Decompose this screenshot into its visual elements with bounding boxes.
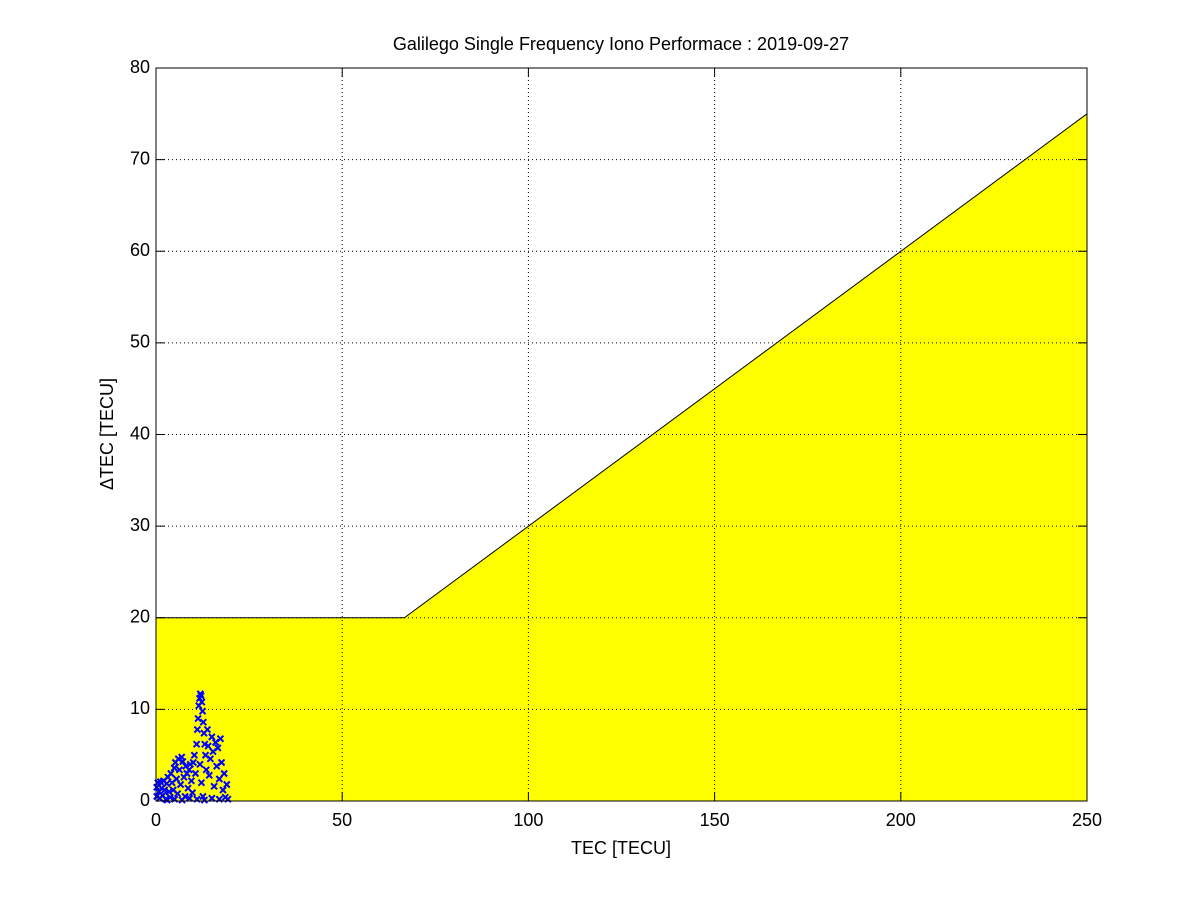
data-point — [189, 758, 197, 767]
x-tick-label: 200 — [886, 810, 916, 830]
data-point — [191, 769, 200, 778]
area-fill — [156, 113, 1087, 801]
data-point — [163, 796, 171, 804]
data-point — [215, 775, 224, 783]
data-point — [217, 758, 226, 767]
y-tick-label: 0 — [140, 790, 150, 810]
y-tick-label: 30 — [130, 515, 150, 535]
y-tick-label: 10 — [130, 698, 150, 718]
data-point — [187, 777, 196, 785]
data-point — [199, 718, 208, 726]
data-point — [165, 788, 173, 796]
data-point — [204, 742, 212, 750]
data-point — [170, 764, 178, 772]
data-point — [210, 782, 218, 791]
plot-frame — [155, 67, 1088, 802]
data-point — [196, 760, 204, 769]
data-point — [214, 744, 222, 752]
data-point — [193, 725, 202, 734]
data-point — [203, 725, 212, 734]
data-point — [223, 780, 231, 789]
data-point — [163, 779, 171, 788]
data-point — [194, 714, 202, 723]
data-point — [192, 740, 201, 748]
data-point — [173, 789, 182, 798]
data-point — [197, 691, 205, 700]
data-point — [216, 734, 225, 743]
data-point — [208, 794, 216, 802]
data-point — [175, 766, 184, 774]
data-point — [167, 769, 175, 778]
data-point — [179, 757, 187, 766]
data-point — [205, 771, 213, 780]
y-tick-label: 20 — [130, 607, 150, 627]
data-point — [178, 796, 186, 804]
chart-title: Galilego Single Frequency Iono Performac… — [393, 34, 849, 54]
data-point — [198, 698, 206, 706]
data-point — [185, 766, 193, 774]
data-point — [188, 789, 197, 797]
y-tick-label: 40 — [130, 423, 150, 443]
x-tick-label: 100 — [513, 810, 543, 830]
data-point — [219, 786, 227, 794]
data-point — [220, 769, 228, 778]
x-tick-label: 150 — [700, 810, 730, 830]
data-point — [176, 780, 185, 789]
data-point — [197, 778, 206, 787]
data-point — [200, 796, 209, 804]
y-axis-label: ΔTEC [TECU] — [97, 378, 117, 490]
x-tick-label: 250 — [1072, 810, 1102, 830]
x-axis-label: TEC [TECU] — [571, 838, 671, 858]
x-tick-label: 0 — [151, 810, 161, 830]
data-point — [202, 766, 210, 774]
data-point — [160, 786, 169, 794]
data-point — [208, 733, 216, 741]
y-tick-label: 80 — [130, 57, 150, 77]
data-point — [206, 755, 215, 763]
y-tick-label: 60 — [130, 240, 150, 260]
data-point — [198, 707, 207, 715]
x-tick-label: 50 — [332, 810, 352, 830]
y-tick-label: 70 — [130, 148, 150, 168]
data-point — [190, 751, 199, 759]
data-point — [183, 769, 191, 778]
y-tick-label: 50 — [130, 332, 150, 352]
data-point — [185, 794, 194, 802]
